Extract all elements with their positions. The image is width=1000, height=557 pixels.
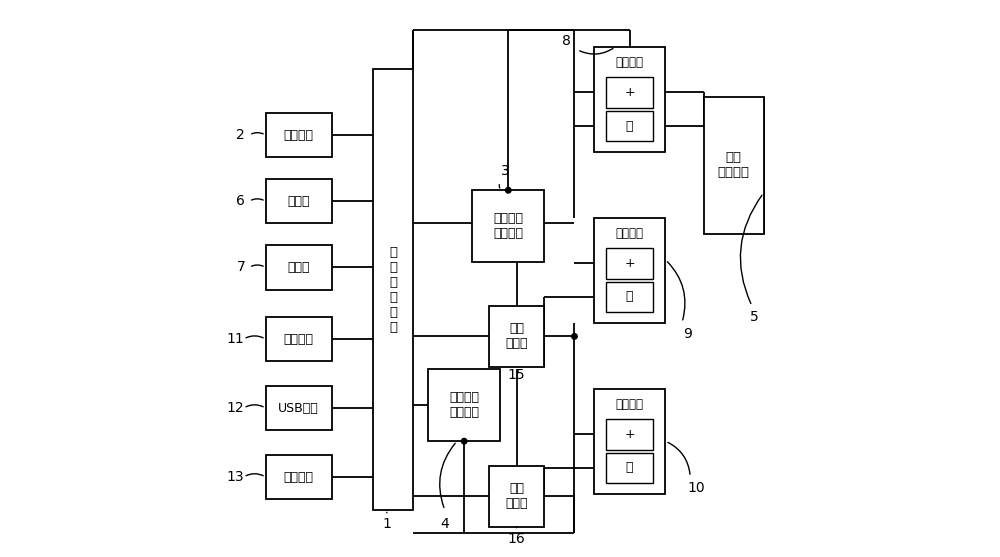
- Bar: [266, 179, 332, 223]
- Text: 按键组: 按键组: [287, 261, 310, 274]
- Text: 放电接口: 放电接口: [616, 398, 644, 411]
- Bar: [606, 111, 653, 141]
- Text: 充电接口: 充电接口: [616, 227, 644, 240]
- Text: 7: 7: [236, 261, 245, 275]
- Text: 第二
开关管: 第二 开关管: [505, 482, 528, 510]
- Text: 存储单元: 存储单元: [284, 333, 314, 346]
- Text: 16: 16: [508, 532, 525, 546]
- Bar: [428, 369, 500, 441]
- Text: 电压
检测模块: 电压 检测模块: [718, 152, 750, 179]
- Bar: [594, 47, 665, 152]
- Text: +: +: [624, 257, 635, 270]
- Text: 电池接口: 电池接口: [616, 56, 644, 69]
- Text: 11: 11: [226, 332, 244, 346]
- Text: 报警模块: 报警模块: [284, 471, 314, 483]
- Text: 第一电流
检测模块: 第一电流 检测模块: [493, 212, 523, 240]
- Bar: [266, 386, 332, 430]
- Bar: [489, 466, 544, 527]
- Bar: [472, 190, 544, 262]
- Text: 第一
开关管: 第一 开关管: [505, 323, 528, 350]
- Text: 显示屏: 显示屏: [287, 195, 310, 208]
- Circle shape: [506, 188, 511, 193]
- Text: 8: 8: [562, 35, 571, 48]
- Bar: [266, 455, 332, 499]
- Text: 1: 1: [383, 517, 391, 531]
- Text: 10: 10: [687, 481, 705, 495]
- Bar: [373, 69, 413, 510]
- Text: 12: 12: [226, 401, 244, 415]
- Bar: [266, 113, 332, 157]
- Bar: [266, 317, 332, 361]
- Text: 电源模块: 电源模块: [284, 129, 314, 141]
- Bar: [606, 248, 653, 278]
- Text: USB接口: USB接口: [278, 402, 319, 414]
- Bar: [606, 282, 653, 312]
- Bar: [606, 453, 653, 483]
- Circle shape: [572, 334, 577, 339]
- Text: 中
央
处
理
单
元: 中 央 处 理 单 元: [389, 246, 397, 334]
- Text: 9: 9: [683, 326, 692, 341]
- Text: －: －: [626, 290, 633, 304]
- Text: －: －: [626, 461, 633, 475]
- Bar: [594, 218, 665, 323]
- Bar: [266, 246, 332, 290]
- Text: 3: 3: [501, 164, 510, 178]
- Text: 6: 6: [236, 194, 245, 208]
- Text: 第二电流
检测模块: 第二电流 检测模块: [449, 392, 479, 419]
- Text: 5: 5: [750, 310, 759, 324]
- Bar: [594, 389, 665, 494]
- Text: 15: 15: [508, 368, 525, 382]
- Text: 13: 13: [226, 470, 244, 484]
- Circle shape: [461, 438, 467, 444]
- Bar: [704, 96, 764, 234]
- Text: +: +: [624, 428, 635, 441]
- Bar: [606, 419, 653, 449]
- Bar: [489, 306, 544, 367]
- Text: +: +: [624, 86, 635, 99]
- Text: －: －: [626, 120, 633, 133]
- Text: 4: 4: [440, 517, 449, 531]
- Text: 2: 2: [236, 128, 245, 142]
- Bar: [606, 77, 653, 108]
